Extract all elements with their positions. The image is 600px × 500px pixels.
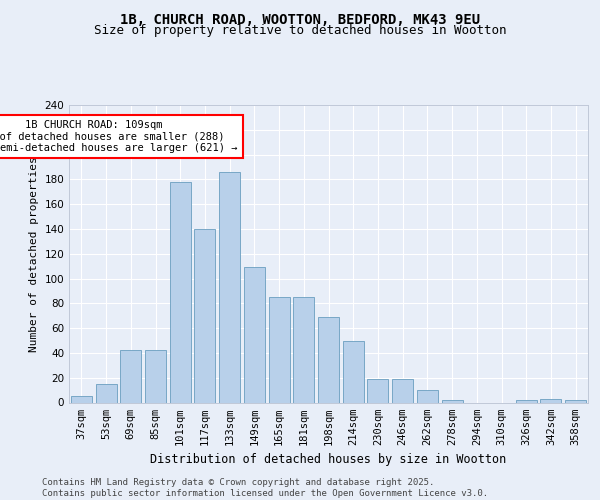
Bar [71,396,92,402]
Bar [170,182,191,402]
Bar [318,317,339,402]
Bar [565,400,586,402]
Bar [244,268,265,402]
Text: Size of property relative to detached houses in Wootton: Size of property relative to detached ho… [94,24,506,37]
Bar [442,400,463,402]
Bar [293,297,314,403]
Bar [145,350,166,403]
Y-axis label: Number of detached properties: Number of detached properties [29,156,39,352]
Bar [343,340,364,402]
Bar [194,229,215,402]
Text: 1B, CHURCH ROAD, WOOTTON, BEDFORD, MK43 9EU: 1B, CHURCH ROAD, WOOTTON, BEDFORD, MK43 … [120,12,480,26]
Bar [392,379,413,402]
Bar [219,172,240,402]
Bar [417,390,438,402]
Bar [541,399,562,402]
Bar [367,379,388,402]
Bar [269,297,290,403]
Text: 1B CHURCH ROAD: 109sqm
← 32% of detached houses are smaller (288)
68% of semi-de: 1B CHURCH ROAD: 109sqm ← 32% of detached… [0,120,238,153]
Text: Contains HM Land Registry data © Crown copyright and database right 2025.
Contai: Contains HM Land Registry data © Crown c… [42,478,488,498]
Bar [120,350,141,403]
X-axis label: Distribution of detached houses by size in Wootton: Distribution of detached houses by size … [151,453,506,466]
Bar [516,400,537,402]
Bar [95,384,116,402]
